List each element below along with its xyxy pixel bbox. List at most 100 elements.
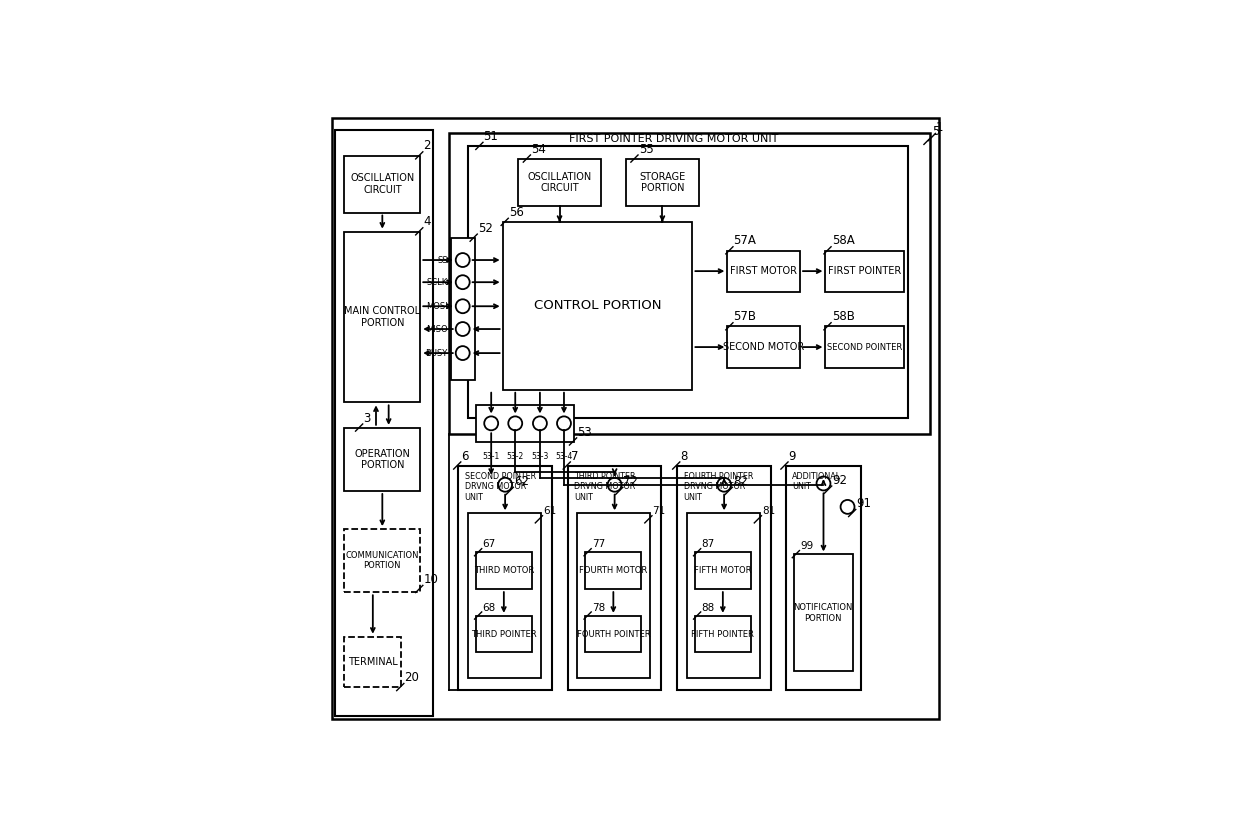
Text: 7: 7: [570, 450, 578, 463]
Text: 58A: 58A: [832, 234, 854, 247]
Text: BUSY: BUSY: [425, 349, 448, 358]
FancyBboxPatch shape: [345, 155, 420, 213]
Text: 92: 92: [832, 473, 847, 487]
FancyBboxPatch shape: [694, 616, 750, 653]
FancyBboxPatch shape: [476, 552, 532, 589]
Text: 1: 1: [936, 121, 944, 134]
Text: FIFTH POINTER: FIFTH POINTER: [692, 630, 754, 639]
Text: 8: 8: [681, 450, 688, 463]
Text: 58B: 58B: [832, 311, 854, 323]
Text: MAIN CONTROL
PORTION: MAIN CONTROL PORTION: [345, 307, 420, 328]
FancyBboxPatch shape: [585, 552, 641, 589]
Text: 2: 2: [424, 140, 432, 152]
Text: 82: 82: [733, 475, 748, 488]
Text: STORAGE
PORTION: STORAGE PORTION: [640, 172, 686, 193]
Text: 87: 87: [702, 539, 714, 549]
Text: THIRD POINTER
DRVNG MOTOR
UNIT: THIRD POINTER DRVNG MOTOR UNIT: [574, 472, 636, 502]
Text: 61: 61: [543, 506, 557, 516]
Text: OSCILLATION
CIRCUIT: OSCILLATION CIRCUIT: [350, 173, 414, 195]
Text: 51: 51: [484, 130, 498, 143]
FancyBboxPatch shape: [476, 405, 574, 441]
FancyBboxPatch shape: [345, 427, 420, 491]
FancyBboxPatch shape: [476, 616, 532, 653]
Text: OPERATION
PORTION: OPERATION PORTION: [355, 449, 410, 470]
FancyBboxPatch shape: [578, 513, 650, 678]
Text: 67: 67: [482, 539, 496, 549]
Text: FOURTH POINTER: FOURTH POINTER: [577, 630, 650, 639]
FancyBboxPatch shape: [345, 232, 420, 403]
FancyBboxPatch shape: [331, 118, 940, 719]
Text: 55: 55: [639, 142, 653, 155]
Text: 53-4: 53-4: [556, 452, 573, 461]
FancyBboxPatch shape: [626, 159, 699, 206]
Text: FIRST POINTER DRIVING MOTOR UNIT: FIRST POINTER DRIVING MOTOR UNIT: [569, 134, 779, 144]
FancyBboxPatch shape: [467, 513, 541, 678]
Text: 53-2: 53-2: [507, 452, 523, 461]
FancyBboxPatch shape: [585, 616, 641, 653]
FancyBboxPatch shape: [728, 326, 800, 367]
FancyBboxPatch shape: [345, 529, 420, 593]
Text: 6: 6: [461, 450, 469, 463]
Text: FOURTH MOTOR: FOURTH MOTOR: [579, 566, 647, 575]
Text: 88: 88: [702, 603, 714, 612]
FancyBboxPatch shape: [677, 466, 771, 690]
FancyBboxPatch shape: [450, 238, 475, 381]
Text: SS: SS: [436, 256, 448, 265]
FancyBboxPatch shape: [518, 159, 600, 206]
FancyBboxPatch shape: [826, 326, 904, 367]
Text: 77: 77: [591, 539, 605, 549]
Text: 10: 10: [424, 573, 439, 586]
Text: FIRST POINTER: FIRST POINTER: [828, 266, 901, 276]
Text: NOTIFICATION
PORTION: NOTIFICATION PORTION: [794, 603, 853, 622]
Text: 5: 5: [931, 125, 939, 138]
Text: 54: 54: [531, 142, 546, 155]
Text: 91: 91: [857, 497, 872, 510]
Text: SECOND POINTER
DRVNG MOTOR
UNIT: SECOND POINTER DRVNG MOTOR UNIT: [465, 472, 536, 502]
Text: OSCILLATION
CIRCUIT: OSCILLATION CIRCUIT: [527, 172, 591, 193]
FancyBboxPatch shape: [335, 130, 433, 716]
FancyBboxPatch shape: [728, 251, 800, 292]
Text: FIFTH MOTOR: FIFTH MOTOR: [694, 566, 751, 575]
Text: 4: 4: [424, 215, 432, 229]
Text: FOURTH POINTER
DRVNG MOTOR
UNIT: FOURTH POINTER DRVNG MOTOR UNIT: [683, 472, 753, 502]
Text: 62: 62: [513, 475, 529, 488]
Text: SECOND POINTER: SECOND POINTER: [827, 343, 903, 352]
Text: 20: 20: [404, 671, 419, 684]
Text: MISO: MISO: [425, 325, 448, 334]
Text: 53-1: 53-1: [482, 452, 500, 461]
Text: COMMUNICATION
PORTION: COMMUNICATION PORTION: [346, 551, 419, 570]
Text: SECOND MOTOR: SECOND MOTOR: [723, 342, 805, 352]
FancyBboxPatch shape: [502, 222, 692, 390]
Text: MOSI: MOSI: [425, 302, 448, 311]
Text: 52: 52: [477, 222, 492, 235]
Text: 68: 68: [482, 603, 496, 612]
Text: CONTROL PORTION: CONTROL PORTION: [533, 299, 661, 312]
Text: 53-3: 53-3: [531, 452, 548, 461]
FancyBboxPatch shape: [785, 466, 862, 690]
Text: TERMINAL: TERMINAL: [348, 657, 398, 667]
Text: 99: 99: [800, 541, 813, 552]
Text: THIRD MOTOR: THIRD MOTOR: [474, 566, 534, 575]
FancyBboxPatch shape: [687, 513, 760, 678]
Text: 81: 81: [763, 506, 775, 516]
FancyBboxPatch shape: [694, 552, 750, 589]
FancyBboxPatch shape: [568, 466, 661, 690]
Text: 53: 53: [578, 426, 591, 438]
Text: 78: 78: [591, 603, 605, 612]
Text: FIRST MOTOR: FIRST MOTOR: [730, 266, 797, 276]
FancyBboxPatch shape: [449, 133, 930, 434]
Text: 71: 71: [652, 506, 666, 516]
Text: 9: 9: [789, 450, 796, 463]
Text: SCLK: SCLK: [427, 278, 448, 287]
FancyBboxPatch shape: [345, 636, 402, 687]
FancyBboxPatch shape: [826, 251, 904, 292]
Text: ADDITIONAL
UNIT: ADDITIONAL UNIT: [792, 472, 841, 492]
Text: 57A: 57A: [734, 234, 756, 247]
Text: 3: 3: [363, 412, 371, 425]
Text: 72: 72: [624, 475, 639, 488]
FancyBboxPatch shape: [794, 554, 853, 672]
FancyBboxPatch shape: [459, 466, 552, 690]
Text: 56: 56: [508, 206, 523, 219]
Text: THIRD POINTER: THIRD POINTER: [471, 630, 537, 639]
FancyBboxPatch shape: [467, 146, 908, 418]
